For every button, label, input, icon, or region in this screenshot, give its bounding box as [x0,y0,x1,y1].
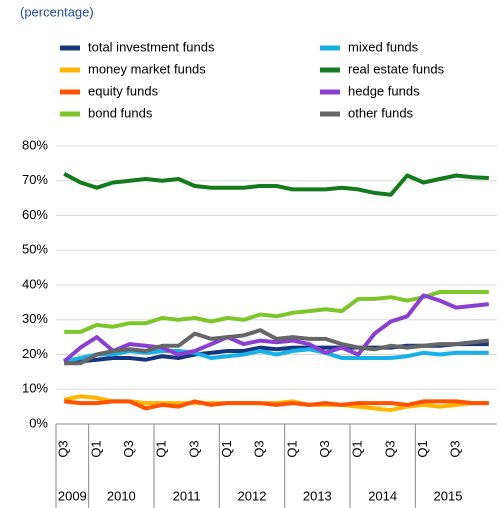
y-tick-label: 20% [22,346,48,361]
series-line [64,328,490,366]
y-tick-label: 60% [22,207,48,222]
x-tick-label: Q1 [219,440,234,457]
series-line [63,172,489,197]
chart-subtitle: (percentage) [20,4,94,19]
year-label: 2014 [368,488,397,503]
legend-label: total investment funds [88,39,215,54]
x-tick-label: Q3 [252,440,267,457]
legend-label: hedge funds [348,83,420,98]
x-tick-label: Q3 [382,440,397,457]
y-tick-label: 40% [22,276,48,291]
year-label: 2010 [107,488,136,503]
year-label: 2012 [238,488,267,503]
x-tick-label: Q3 [317,440,332,457]
legend-label: money market funds [88,61,206,76]
y-tick-label: 30% [22,311,48,326]
legend-label: mixed funds [348,39,419,54]
series-line [63,399,489,411]
year-label: 2015 [434,488,463,503]
year-label: 2009 [58,488,87,503]
x-tick-label: Q1 [284,440,299,457]
legend-label: bond funds [88,105,153,120]
x-tick-label: Q3 [121,440,136,457]
x-tick-label: Q3 [56,440,71,457]
x-tick-label: Q1 [88,440,103,457]
y-tick-label: 50% [22,242,48,257]
series-line [62,293,490,363]
x-tick-label: Q1 [154,440,169,457]
year-label: 2011 [173,488,201,503]
x-tick-label: Q1 [415,440,430,457]
series-line [64,290,489,334]
year-label: 2013 [303,488,332,503]
y-tick-label: 70% [22,172,48,187]
x-tick-label: Q1 [350,440,365,457]
legend-label: real estate funds [348,61,445,76]
x-tick-label: Q3 [186,440,201,457]
y-tick-label: 80% [22,137,48,152]
legend-label: equity funds [88,83,159,98]
x-tick-label: Q3 [448,440,463,457]
legend-label: other funds [348,105,414,120]
y-tick-label: 0% [29,415,48,430]
y-tick-label: 10% [22,381,48,396]
